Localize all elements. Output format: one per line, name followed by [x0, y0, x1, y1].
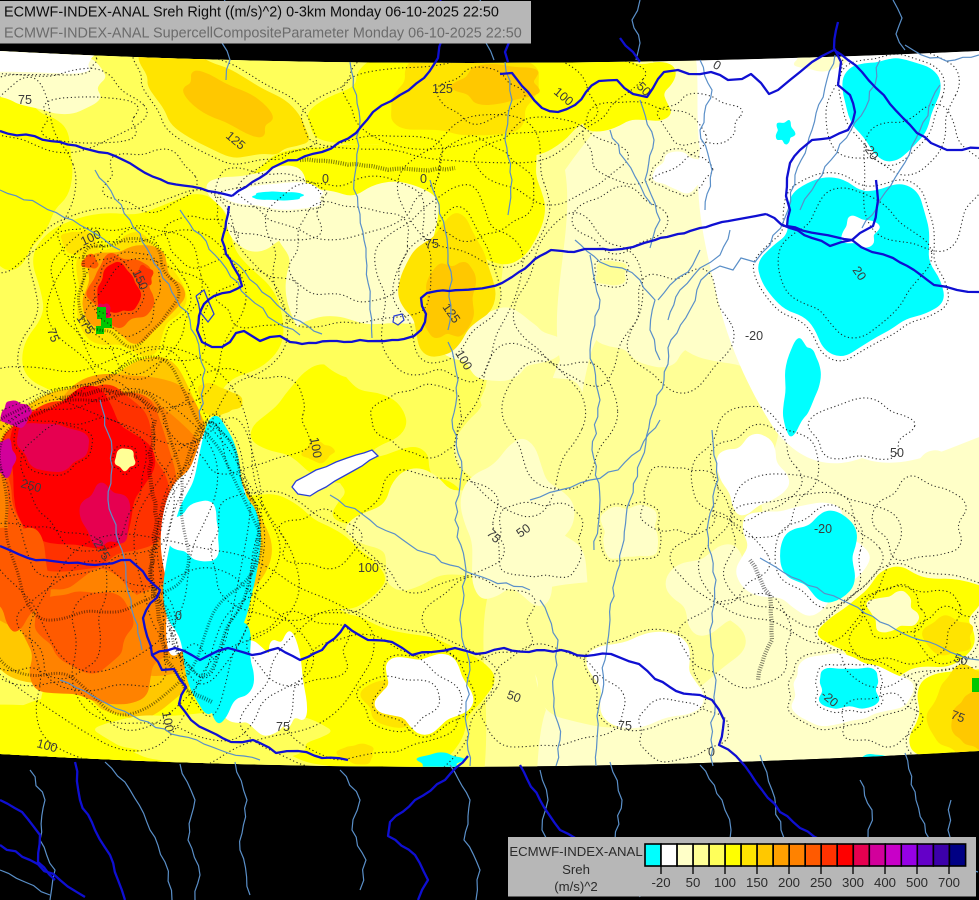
svg-text:0: 0	[322, 172, 329, 186]
svg-text:75: 75	[44, 326, 62, 344]
svg-text:0: 0	[175, 609, 182, 623]
svg-text:Sreh: Sreh	[562, 862, 590, 877]
svg-text:0: 0	[592, 673, 599, 687]
svg-text:250: 250	[19, 476, 43, 495]
svg-text:75: 75	[949, 708, 967, 726]
svg-text:50: 50	[514, 521, 533, 540]
svg-text:125: 125	[432, 82, 453, 96]
svg-text:100: 100	[35, 736, 59, 755]
svg-text:500: 500	[906, 875, 928, 890]
svg-text:200: 200	[778, 875, 800, 890]
svg-text:-20: -20	[745, 329, 763, 343]
svg-text:50: 50	[686, 875, 701, 890]
svg-text:ECMWF-INDEX-ANAL SupercellComp: ECMWF-INDEX-ANAL SupercellCompositeParam…	[4, 26, 522, 42]
svg-text:100: 100	[358, 561, 379, 575]
svg-text:0: 0	[420, 172, 427, 186]
svg-text:300: 300	[842, 875, 864, 890]
svg-text:50: 50	[890, 446, 904, 460]
svg-text:(m/s)^2: (m/s)^2	[554, 879, 598, 894]
svg-text:700: 700	[938, 875, 960, 890]
svg-text:100: 100	[307, 436, 324, 459]
svg-text:400: 400	[874, 875, 896, 890]
svg-text:ECMWF-INDEX-ANAL Sreh Right ((: ECMWF-INDEX-ANAL Sreh Right ((m/s)^2) 0-…	[4, 5, 499, 21]
svg-text:150: 150	[746, 875, 768, 890]
svg-text:-20: -20	[651, 875, 670, 890]
svg-text:75: 75	[618, 719, 632, 733]
svg-text:250: 250	[810, 875, 832, 890]
svg-text:ECMWF-INDEX-ANAL: ECMWF-INDEX-ANAL	[509, 844, 642, 859]
svg-text:-20: -20	[814, 522, 832, 536]
svg-text:75: 75	[276, 720, 290, 734]
svg-text:75: 75	[425, 237, 439, 251]
svg-text:50: 50	[952, 651, 970, 669]
svg-text:20: 20	[850, 264, 869, 283]
svg-text:50: 50	[505, 688, 523, 706]
svg-text:100: 100	[714, 875, 736, 890]
svg-text:75: 75	[18, 93, 32, 107]
svg-text:100: 100	[159, 710, 176, 733]
